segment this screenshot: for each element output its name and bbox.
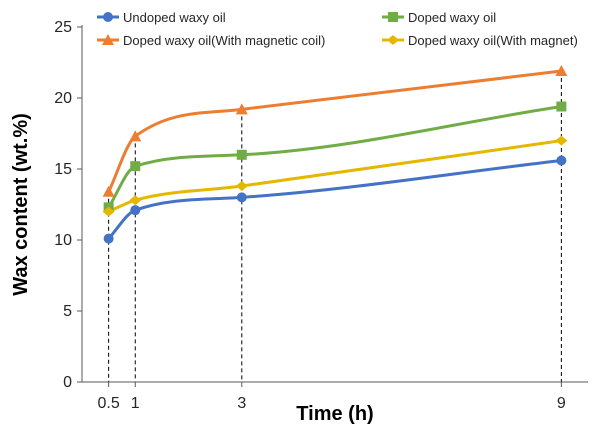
y-tick-labels: 0 5 10 15 20 25 <box>54 19 82 391</box>
y-tick-label: 20 <box>54 90 72 107</box>
series-lines <box>107 69 563 241</box>
data-point-series-1 <box>103 233 114 244</box>
x-axis-title: Time (h) <box>296 403 373 425</box>
data-markers <box>102 65 568 244</box>
data-point-series-1 <box>556 155 567 166</box>
legend-label: Doped waxy oil(With magnet) <box>408 33 578 48</box>
data-point-series-4 <box>129 195 142 206</box>
legend-label: Undoped waxy oil <box>123 10 226 25</box>
series-line-3 <box>107 69 563 194</box>
x-tick-label: 1 <box>131 395 140 412</box>
legend-marker <box>387 35 399 45</box>
data-point-series-1 <box>130 205 141 216</box>
data-point-series-4 <box>235 181 248 192</box>
x-tick-label: 0.5 <box>98 395 120 412</box>
legend-label: Doped waxy oil <box>408 10 496 25</box>
y-tick-label: 0 <box>63 374 72 391</box>
y-tick-label: 25 <box>54 19 72 36</box>
data-point-series-4 <box>102 206 115 217</box>
legend: Undoped waxy oil Doped waxy oil Doped waxy… <box>97 10 578 48</box>
legend-marker <box>388 12 398 22</box>
legend-marker <box>103 12 113 22</box>
data-point-series-3 <box>129 130 142 142</box>
legend-marker <box>102 34 114 45</box>
data-point-series-2 <box>236 149 247 160</box>
x-tick-label: 9 <box>557 395 566 412</box>
y-tick-label: 5 <box>63 303 72 320</box>
data-point-series-2 <box>556 101 567 112</box>
data-point-series-2 <box>130 161 141 172</box>
data-point-series-3 <box>555 65 568 77</box>
data-point-series-3 <box>235 103 248 115</box>
x-tick-label: 3 <box>237 395 246 412</box>
axes <box>81 25 588 383</box>
y-tick-label: 10 <box>54 232 72 249</box>
y-axis-title: Wax content (wt.%) <box>10 113 32 296</box>
data-point-series-3 <box>102 185 115 197</box>
x-tick-labels: 0.5 1 3 9 <box>98 382 566 412</box>
data-point-series-1 <box>236 192 247 203</box>
data-point-series-4 <box>555 135 568 146</box>
legend-label: Doped waxy oil(With magnetic coil) <box>123 33 325 48</box>
y-tick-label: 15 <box>54 161 72 178</box>
